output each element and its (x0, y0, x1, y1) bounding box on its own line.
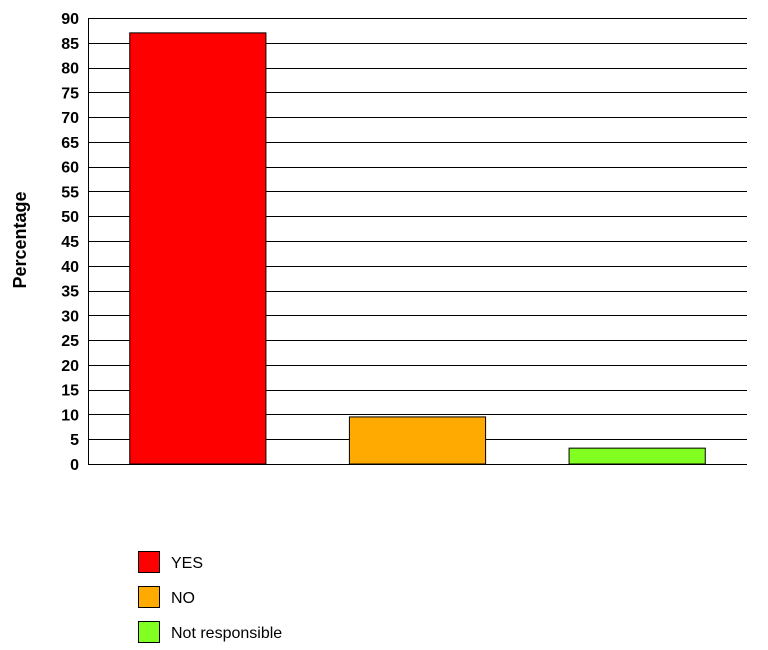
bar-no (348, 416, 487, 465)
bar-not-responsible (568, 447, 706, 465)
y-tick-label: 45 (61, 234, 79, 251)
y-tick-label: 35 (61, 284, 79, 301)
y-tick-label: 5 (70, 432, 79, 449)
legend-label: NO (171, 590, 195, 607)
bar-yes (129, 32, 267, 465)
y-tick-label: 80 (61, 61, 79, 78)
y-tick-label: 75 (61, 85, 79, 102)
y-tick-label: 70 (61, 110, 79, 127)
legend-swatch (138, 621, 160, 643)
y-tick-label: 15 (61, 383, 79, 400)
y-tick-label: 0 (70, 457, 79, 474)
y-tick-label: 65 (61, 135, 79, 152)
legend-swatch (138, 551, 160, 573)
y-tick-label: 40 (61, 259, 79, 276)
legend-item: NO (138, 586, 195, 608)
legend-label: Not responsible (171, 625, 282, 642)
y-tick-label: 55 (61, 184, 79, 201)
bars (129, 32, 706, 465)
legend-label: YES (171, 555, 203, 572)
y-tick-label: 25 (61, 333, 79, 350)
y-tick-label: 50 (61, 209, 79, 226)
legend-swatch (138, 586, 160, 608)
y-tick-label: 60 (61, 160, 79, 177)
y-tick-labels: 0 5 10 15 20 25 30 35 40 45 50 55 60 65 70 75 80 85 90 (61, 11, 79, 474)
y-tick-label: 30 (61, 308, 79, 325)
y-tick-label: 10 (61, 407, 79, 424)
y-axis-title: Percentage (10, 191, 30, 288)
y-tick-label: 20 (61, 358, 79, 375)
legend: YES NO Not responsible (138, 551, 282, 643)
y-tick-label: 85 (61, 36, 79, 53)
y-tick-label: 90 (61, 11, 79, 28)
legend-item: Not responsible (138, 621, 282, 643)
legend-item: YES (138, 551, 203, 573)
